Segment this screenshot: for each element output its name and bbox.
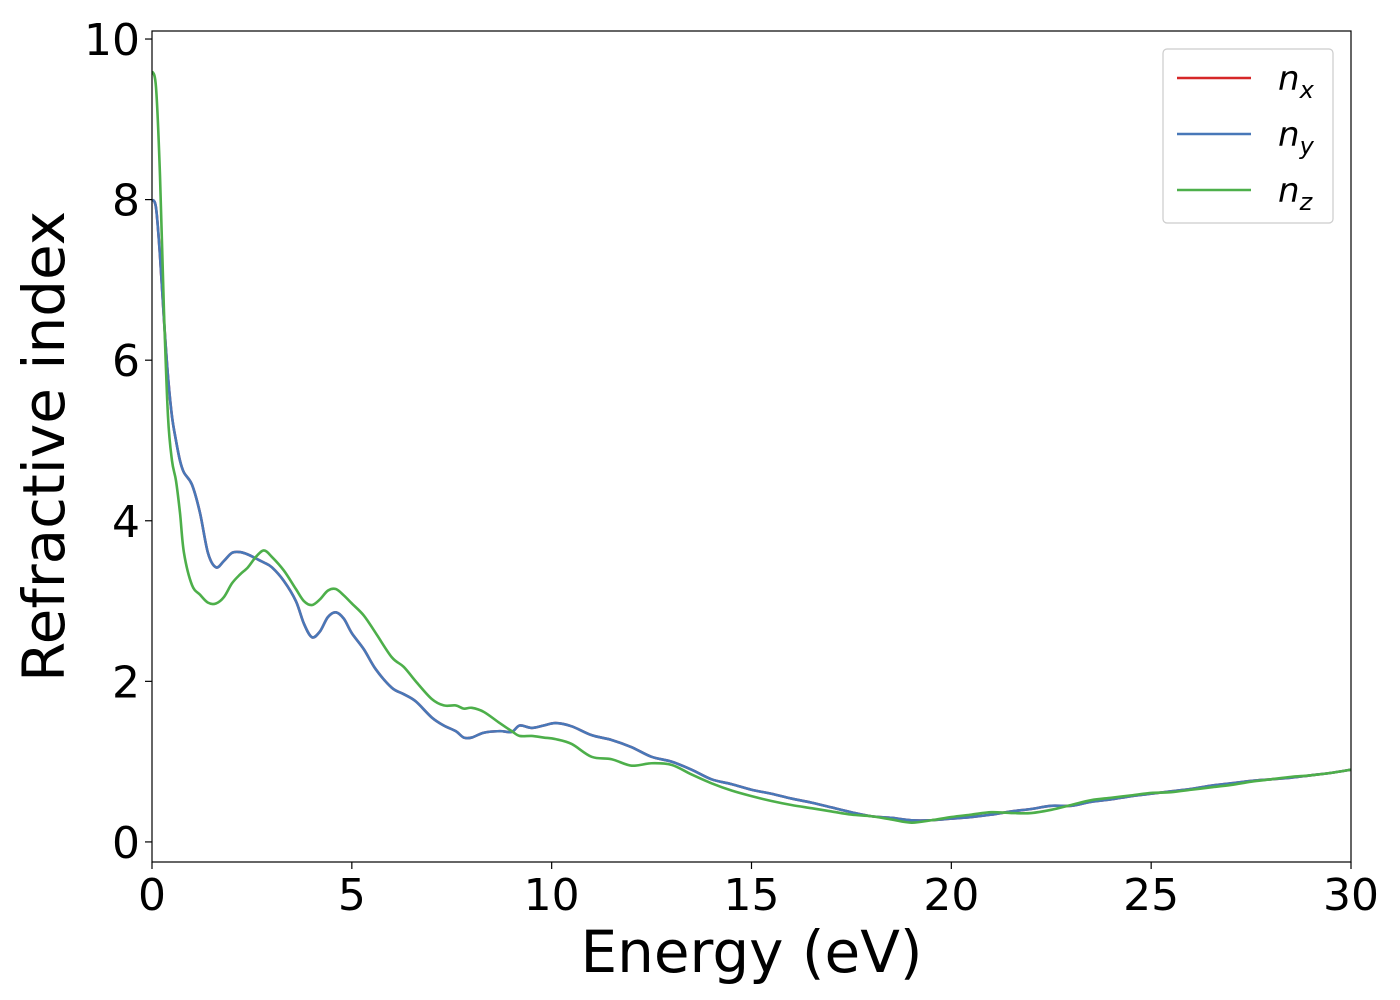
- legend-label: nz: [1278, 171, 1314, 216]
- x-axis-ticks: 0 5 10 15 20 25 30: [138, 862, 1379, 921]
- x-tick-label: 30: [1323, 870, 1379, 921]
- x-tick-label: 15: [724, 870, 780, 921]
- legend-label: ny: [1278, 115, 1315, 160]
- x-tick-label: 0: [138, 870, 166, 921]
- series-line-n-y: [152, 198, 1351, 822]
- series-line-n-x: [152, 198, 1351, 822]
- x-tick-label: 20: [923, 870, 979, 921]
- legend-label-subscript: y: [1299, 132, 1315, 160]
- y-tick-label: 8: [112, 176, 140, 227]
- x-axis-label: Energy (eV): [580, 918, 922, 986]
- y-tick-label: 4: [112, 497, 140, 548]
- y-tick-label: 6: [112, 336, 140, 387]
- x-tick-label: 5: [338, 870, 366, 921]
- legend-label: nx: [1278, 59, 1315, 104]
- legend-label-subscript: z: [1299, 188, 1314, 216]
- y-tick-label: 10: [84, 15, 140, 66]
- x-tick-label: 10: [524, 870, 580, 921]
- legend-box: [1162, 48, 1334, 224]
- y-tick-label: 2: [112, 657, 140, 708]
- y-axis-label: Refractive index: [10, 211, 78, 682]
- y-axis-ticks: 0 2 4 6 8 10: [84, 15, 152, 869]
- legend-label-base: n: [1278, 115, 1300, 155]
- legend-label-base: n: [1278, 171, 1300, 211]
- legend-label-base: n: [1278, 59, 1300, 99]
- y-tick-label: 0: [112, 818, 140, 869]
- series-layer: [152, 70, 1351, 824]
- legend-label-subscript: x: [1299, 76, 1315, 104]
- series-line-n-z: [152, 70, 1351, 824]
- x-tick-label: 25: [1123, 870, 1179, 921]
